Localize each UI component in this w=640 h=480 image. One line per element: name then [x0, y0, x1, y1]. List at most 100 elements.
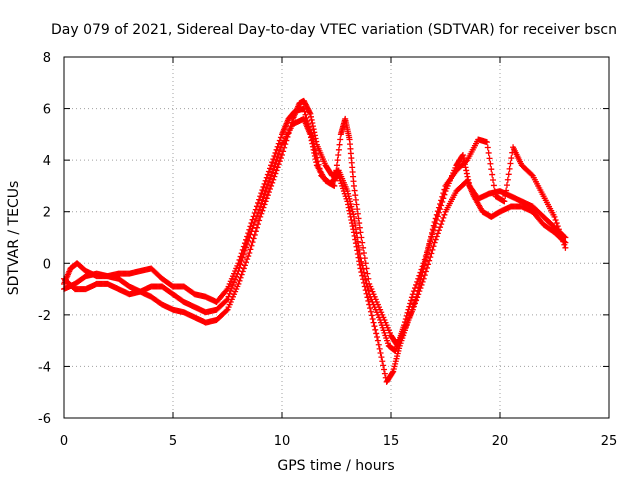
data-point	[304, 117, 311, 124]
data-point	[308, 133, 315, 140]
data-point	[264, 171, 271, 178]
data-point	[352, 196, 359, 203]
data-point	[556, 229, 563, 236]
data-point	[307, 130, 314, 137]
data-point	[255, 199, 262, 206]
data-point	[490, 176, 497, 183]
data-point	[268, 172, 275, 179]
data-point	[439, 217, 446, 224]
data-point	[360, 279, 367, 286]
data-point	[357, 229, 364, 236]
data-point	[249, 239, 256, 246]
data-point	[501, 198, 508, 205]
data-point	[365, 297, 372, 304]
data-point	[267, 165, 274, 172]
data-point	[462, 164, 469, 171]
x-tick-label: 10	[274, 434, 291, 449]
data-point	[465, 176, 472, 183]
data-point	[430, 222, 437, 229]
x-tick-label: 20	[492, 434, 509, 449]
x-tick-label: 5	[169, 434, 177, 449]
data-point	[503, 182, 510, 189]
data-point	[260, 194, 267, 201]
data-point	[434, 208, 441, 215]
data-point	[375, 341, 382, 348]
y-tick-label: 8	[43, 51, 51, 66]
data-point	[350, 229, 357, 236]
data-point	[505, 171, 512, 178]
data-point	[369, 315, 376, 322]
data-point	[264, 192, 271, 199]
data-point	[345, 204, 352, 211]
data-point	[349, 223, 356, 230]
data-point	[347, 213, 354, 220]
data-point	[235, 260, 242, 267]
data-point	[432, 236, 439, 243]
data-point	[240, 265, 247, 272]
data-point	[256, 217, 263, 224]
data-point	[347, 210, 354, 217]
data-point	[407, 300, 414, 307]
data-point	[346, 207, 353, 214]
data-point	[429, 226, 436, 233]
data-point	[226, 290, 233, 297]
data-point	[335, 146, 342, 153]
data-point	[352, 192, 359, 199]
data-point	[361, 283, 368, 290]
data-point	[238, 250, 245, 257]
data-point	[265, 189, 272, 196]
data-point	[483, 139, 490, 146]
data-point	[317, 169, 324, 176]
data-point	[265, 168, 272, 175]
data-point	[434, 230, 441, 237]
data-point	[429, 246, 436, 253]
data-point	[508, 155, 515, 162]
data-point	[428, 233, 435, 240]
data-point	[427, 237, 434, 244]
data-point	[354, 210, 361, 217]
data-point	[309, 123, 316, 130]
data-point	[303, 114, 310, 121]
data-point	[312, 147, 319, 154]
data-point	[259, 187, 266, 194]
data-point	[261, 201, 268, 208]
data-point	[223, 307, 230, 314]
data-point	[365, 275, 372, 282]
data-point	[484, 144, 491, 151]
data-point	[552, 216, 559, 223]
data-point	[489, 171, 496, 178]
data-point	[491, 187, 498, 194]
data-point	[258, 210, 265, 217]
data-point	[246, 226, 253, 233]
data-point	[360, 249, 367, 256]
data-point	[408, 297, 415, 304]
data-point	[504, 176, 511, 183]
data-point	[345, 201, 352, 208]
data-point	[241, 240, 248, 247]
data-point	[427, 254, 434, 261]
data-point	[360, 276, 367, 283]
data-point	[239, 246, 246, 253]
data-point	[262, 188, 269, 195]
data-point	[380, 362, 387, 369]
data-point	[235, 280, 242, 287]
data-point	[307, 113, 314, 120]
data-point	[485, 149, 492, 156]
data-point	[425, 261, 432, 268]
data-point	[258, 190, 265, 197]
data-point	[393, 341, 400, 348]
data-point	[272, 160, 279, 167]
data-point	[381, 366, 388, 373]
data-point	[223, 297, 230, 304]
data-point	[256, 196, 263, 203]
data-point	[277, 134, 284, 141]
data-point	[425, 244, 432, 251]
data-point	[356, 224, 363, 231]
data-point	[274, 154, 281, 161]
data-point	[415, 287, 422, 294]
data-point	[275, 140, 282, 147]
data-point	[430, 243, 437, 250]
data-point	[433, 211, 440, 218]
data-point	[269, 169, 276, 176]
